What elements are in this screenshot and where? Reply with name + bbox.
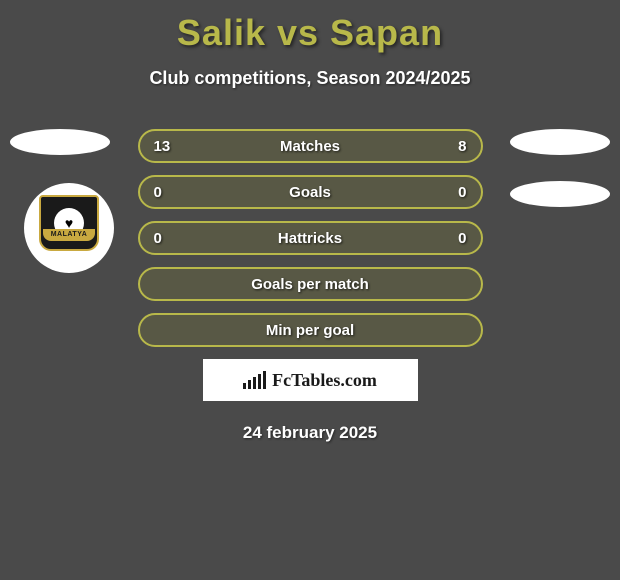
stats-list: 13 Matches 8 0 Goals 0 0 Hattricks 0 Goa… [138,129,483,347]
player-right-shape-1 [510,129,610,155]
stat-row-hattricks: 0 Hattricks 0 [138,221,483,255]
stat-label: Goals [289,184,331,201]
club-badge: ♥ MALATYA [24,183,114,273]
date-label: 24 february 2025 [0,423,620,443]
brand-text: FcTables.com [272,370,377,391]
page-title: Salik vs Sapan [0,0,620,54]
stat-left-value: 0 [154,184,174,201]
stat-label: Min per goal [266,322,354,339]
stat-right-value: 0 [447,184,467,201]
player-left-shape [10,129,110,155]
bars-icon [243,371,266,389]
stat-right-value: 8 [447,138,467,155]
stat-label: Matches [280,138,340,155]
brand-watermark: FcTables.com [203,359,418,401]
badge-text: MALATYA [43,229,95,241]
stat-left-value: 0 [154,230,174,247]
stat-row-min-per-goal: Min per goal [138,313,483,347]
stat-label: Hattricks [278,230,342,247]
stat-right-value: 0 [446,230,466,247]
shield-icon: ♥ MALATYA [39,195,99,251]
comparison-container: ♥ MALATYA 13 Matches 8 0 Goals 0 0 Hattr… [0,129,620,443]
stat-row-matches: 13 Matches 8 [138,129,483,163]
stat-row-goals-per-match: Goals per match [138,267,483,301]
stat-label: Goals per match [251,276,369,293]
player-right-shape-2 [510,181,610,207]
stat-left-value: 13 [154,138,174,155]
subtitle: Club competitions, Season 2024/2025 [0,68,620,89]
stat-row-goals: 0 Goals 0 [138,175,483,209]
